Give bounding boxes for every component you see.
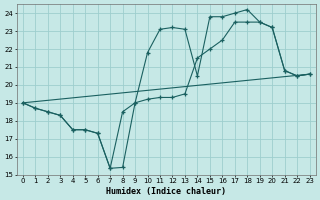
- X-axis label: Humidex (Indice chaleur): Humidex (Indice chaleur): [106, 187, 226, 196]
